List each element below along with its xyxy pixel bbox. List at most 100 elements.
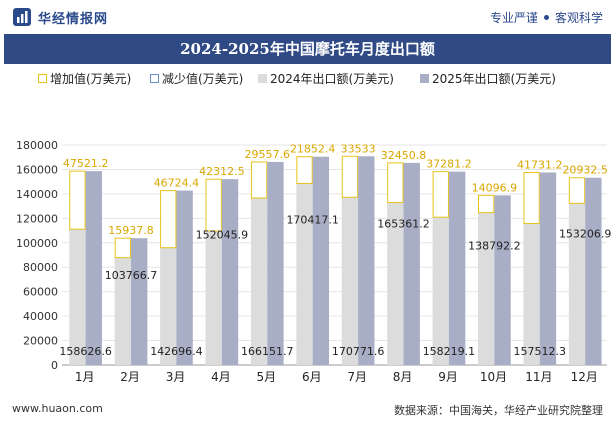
value-2025-label: 157512.3 <box>514 345 567 358</box>
legend-label-2025: 2025年出口额(万美元) <box>432 72 556 86</box>
increase-value-label: 32450.8 <box>381 149 427 162</box>
bar-2025 <box>494 195 511 365</box>
bar-increase <box>341 155 359 198</box>
value-2025-label: 166151.7 <box>241 345 294 358</box>
slogan: 专业严谨 客观科学 <box>490 9 603 26</box>
bar-increase <box>250 161 268 199</box>
bar-increase <box>478 194 495 214</box>
x-tick-label: 7月 <box>347 370 367 384</box>
bar-2024 <box>341 197 359 365</box>
x-tick-label: 4月 <box>211 370 231 384</box>
value-2025-label: 103766.7 <box>105 269 158 282</box>
x-tick-label: 2月 <box>120 370 140 384</box>
y-tick-label: 0 <box>51 359 58 372</box>
x-tick-label: 11月 <box>525 370 552 384</box>
y-tick-label: 60000 <box>23 286 58 299</box>
bar-2025 <box>267 161 284 365</box>
value-2025-label: 158626.6 <box>59 345 112 358</box>
bar-increase <box>205 178 222 232</box>
value-2025-label: 158219.1 <box>423 345 476 358</box>
bar-2024 <box>523 223 540 365</box>
bar-2024 <box>205 230 222 365</box>
legend-label-decrease: 减少值(万美元) <box>162 72 244 86</box>
x-tick-label: 12月 <box>571 370 598 384</box>
bar-2024 <box>478 212 495 365</box>
bar-2025 <box>176 190 193 365</box>
y-tick-label: 100000 <box>16 237 58 250</box>
increase-value-label: 15937.8 <box>108 224 154 237</box>
bar-increase <box>69 170 86 230</box>
huajing-logo-icon <box>13 8 31 26</box>
increase-value-label: 41731.2 <box>517 158 563 171</box>
value-2025-label: 165361.2 <box>377 218 430 231</box>
value-2025-label: 153206.9 <box>559 228 612 241</box>
increase-value-label: 46724.4 <box>154 177 200 190</box>
bar-increase <box>568 177 586 204</box>
value-2025-label: 170771.6 <box>332 345 385 358</box>
bar-2024 <box>250 198 268 365</box>
x-tick-label: 8月 <box>393 370 413 384</box>
x-tick-label: 1月 <box>75 370 95 384</box>
bar-2024 <box>160 247 177 365</box>
y-tick-label: 140000 <box>16 188 58 201</box>
legend-swatch-decrease <box>150 74 159 83</box>
chart-title-bar: 2024-2025年中国摩托车月度出口额 <box>4 34 611 64</box>
slogan-dot-icon <box>543 15 549 20</box>
y-tick-label: 160000 <box>16 163 58 176</box>
value-2025-label: 170417.1 <box>286 213 339 226</box>
x-tick-label: 6月 <box>302 370 322 384</box>
legend-swatch-2024 <box>258 74 267 83</box>
bar-2025 <box>358 156 375 365</box>
slogan-right: 客观科学 <box>554 11 603 25</box>
bar-2024 <box>296 183 313 365</box>
increase-value-label: 47521.2 <box>63 157 109 170</box>
y-tick-label: 180000 <box>16 139 58 152</box>
legend-swatch-increase <box>38 74 47 83</box>
bar-2025 <box>221 179 239 365</box>
bar-2024 <box>432 217 449 365</box>
increase-value-label: 42312.5 <box>199 165 245 178</box>
x-tick-label: 10月 <box>480 370 507 384</box>
bar-2025 <box>312 156 330 365</box>
increase-value-label: 37281.2 <box>426 158 472 171</box>
value-2025-label: 142696.4 <box>150 345 203 358</box>
x-tick-label: 5月 <box>257 370 277 384</box>
bar-2025 <box>448 171 466 365</box>
footer-source: 数据来源：中国海关，华经产业研究院整理 <box>394 404 603 417</box>
increase-value-label: 33533 <box>341 142 376 155</box>
bar-2025 <box>585 177 602 365</box>
y-tick-label: 20000 <box>23 335 58 348</box>
bar-chart: 0 20000 40000 60000 80000 100000 120000 140000 1… <box>16 139 612 384</box>
bar-increase <box>296 156 313 184</box>
increase-value-label: 21852.4 <box>290 143 336 156</box>
x-tick-label: 9月 <box>438 370 458 384</box>
value-2025-label: 152045.9 <box>196 229 249 242</box>
bar-2024 <box>387 202 404 365</box>
increase-value-label: 20932.5 <box>562 164 608 177</box>
value-2025-label: 138792.2 <box>468 240 521 253</box>
bar-increase <box>387 162 404 204</box>
bar-2025 <box>85 171 102 365</box>
x-tick-label: 3月 <box>166 370 186 384</box>
legend-label-increase: 增加值(万美元) <box>50 72 132 86</box>
legend-label-2024: 2024年出口额(万美元) <box>270 72 394 86</box>
bar-2024 <box>69 229 86 365</box>
bar-increase <box>114 237 132 259</box>
footer: www.huaon.com 数据来源：中国海关，华经产业研究院整理 <box>0 392 615 427</box>
brand-name: 华经情报网 <box>38 12 109 27</box>
legend-swatch-2025 <box>420 74 429 83</box>
y-tick-label: 120000 <box>16 212 58 225</box>
footer-site: www.huaon.com <box>12 402 103 415</box>
bar-increase <box>160 190 177 249</box>
bar-2024 <box>568 203 586 365</box>
increase-value-label: 14096.9 <box>472 181 518 194</box>
increase-value-label: 29557.6 <box>245 148 291 161</box>
bar-2025 <box>131 238 148 365</box>
header: 华经情报网 专业严谨 客观科学 <box>0 0 615 34</box>
bar-increase <box>432 171 449 218</box>
y-tick-label: 40000 <box>23 310 58 323</box>
bar-2024 <box>114 257 132 365</box>
slogan-left: 专业严谨 <box>489 11 538 25</box>
bar-2025 <box>403 162 420 365</box>
bar-2025 <box>539 172 557 365</box>
